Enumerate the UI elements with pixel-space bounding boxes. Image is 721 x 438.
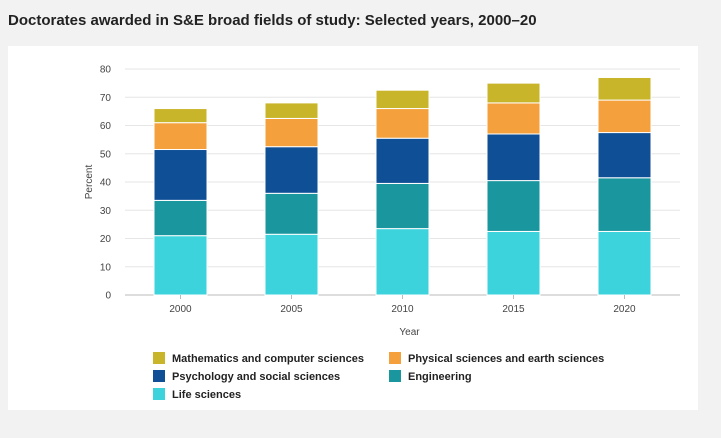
legend-label: Mathematics and computer sciences (172, 353, 364, 365)
x-tick-label: 2005 (280, 304, 303, 315)
chart-panel: 0 10 20 30 40 50 60 70 80 Percent 2000 2005 2010 2015… (8, 46, 698, 410)
bar-segment-2005-1 (264, 192, 319, 235)
stacked-bar-chart: 0 10 20 30 40 50 60 70 80 Percent 2000 2005 2010 2015… (84, 65, 680, 401)
bar-segment-2020-2 (597, 132, 652, 179)
title-bar: Doctorates awarded in S&E broad fields o… (0, 0, 721, 46)
bar-segment-2005-0 (264, 233, 319, 296)
bar-segment-2000-1 (153, 199, 208, 237)
bar-segment-2015-3 (486, 102, 541, 135)
bar-segment-2010-0 (375, 228, 430, 296)
legend-swatch (389, 352, 401, 364)
legend-label: Psychology and social sciences (172, 371, 340, 383)
legend-swatch (153, 352, 165, 364)
y-tick-label: 80 (100, 65, 112, 76)
y-tick-label: 30 (100, 206, 112, 217)
y-tick-label: 70 (100, 93, 112, 104)
bar-segment-2015-4 (486, 82, 541, 104)
bar-segment-2005-4 (264, 102, 319, 119)
bar-segment-2000-4 (153, 108, 208, 124)
bar-segment-2005-3 (264, 117, 319, 148)
bar-segment-2015-0 (486, 230, 541, 296)
y-tick-label: 10 (100, 262, 112, 273)
bar-segment-2020-0 (597, 230, 652, 296)
legend-swatch (153, 370, 165, 382)
bar-segment-2020-3 (597, 99, 652, 134)
bar-segment-2000-0 (153, 235, 208, 296)
bar-segment-2015-1 (486, 180, 541, 232)
x-tick-label: 2015 (502, 304, 525, 315)
bar-segment-2020-4 (597, 76, 652, 101)
y-tick-label: 50 (100, 149, 112, 160)
bar-segment-2015-2 (486, 133, 541, 182)
y-tick-label: 0 (105, 291, 111, 302)
bar-segment-2005-2 (264, 146, 319, 194)
y-tick-label: 20 (100, 234, 112, 245)
y-axis-label: Percent (84, 165, 95, 200)
legend-swatch (389, 370, 401, 382)
y-tick-label: 40 (100, 178, 112, 189)
chart-title: Doctorates awarded in S&E broad fields o… (8, 12, 537, 29)
bar-segment-2010-4 (375, 89, 430, 110)
y-tick-label: 60 (100, 121, 112, 132)
bar-segment-2020-1 (597, 177, 652, 232)
bar-segment-2010-2 (375, 137, 430, 184)
x-tick-label: 2010 (391, 304, 414, 315)
legend-label: Life sciences (172, 389, 241, 401)
legend-swatch (153, 388, 165, 400)
bar-segment-2010-1 (375, 182, 430, 230)
bar-segment-2000-2 (153, 149, 208, 201)
legend-label: Engineering (408, 371, 472, 383)
bar-segment-2010-3 (375, 108, 430, 139)
legend-label: Physical sciences and earth sciences (408, 353, 604, 365)
bar-segment-2000-3 (153, 122, 208, 151)
x-axis-label: Year (399, 327, 420, 338)
x-tick-label: 2020 (613, 304, 636, 315)
x-tick-label: 2000 (169, 304, 192, 315)
